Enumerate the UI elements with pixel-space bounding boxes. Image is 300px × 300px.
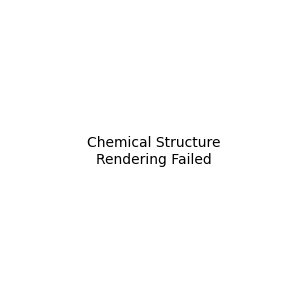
Text: Chemical Structure
Rendering Failed: Chemical Structure Rendering Failed <box>87 136 220 166</box>
